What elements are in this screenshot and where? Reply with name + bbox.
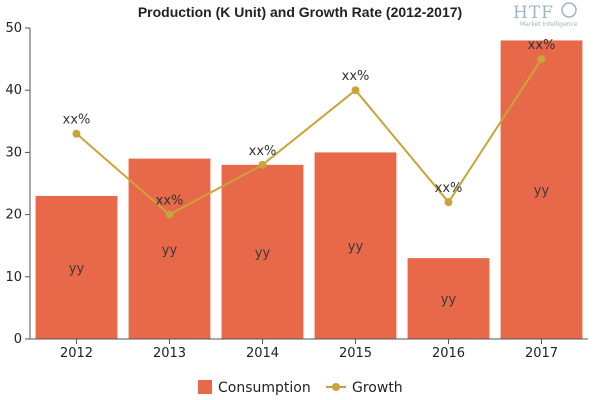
growth-point-2014 bbox=[258, 160, 267, 169]
htf-logo: HTF Market Intelligence bbox=[513, 2, 578, 28]
y-tick-label: 50 bbox=[5, 21, 22, 36]
x-tick-label: 2012 bbox=[60, 346, 93, 361]
growth-label-2015: xx% bbox=[342, 69, 370, 84]
growth-point-2017 bbox=[537, 55, 546, 64]
growth-label-2013: xx% bbox=[156, 194, 184, 209]
growth-label-2014: xx% bbox=[249, 144, 277, 159]
growth-point-2015 bbox=[351, 86, 360, 95]
bar-2014 bbox=[221, 164, 304, 339]
legend-growth-label: Growth bbox=[352, 380, 403, 396]
bar-label-2017: yy bbox=[534, 184, 550, 199]
legend: Consumption Growth bbox=[198, 380, 403, 396]
bar-2017 bbox=[500, 40, 583, 339]
bars: yy yy yy yy yy yy bbox=[35, 40, 583, 339]
growth-point-2016 bbox=[444, 198, 453, 207]
x-axis: 2012 2013 2014 2015 2016 2017 bbox=[30, 338, 588, 361]
growth-label-2017: xx% bbox=[528, 38, 556, 53]
y-tick-label: 10 bbox=[5, 270, 22, 285]
bar-label-2014: yy bbox=[255, 246, 271, 261]
bar-2016 bbox=[407, 258, 490, 339]
logo-subtext: Market Intelligence bbox=[520, 21, 578, 28]
bar-label-2016: yy bbox=[441, 293, 457, 308]
growth-point-2013 bbox=[165, 210, 174, 219]
chart-title: Production (K Unit) and Growth Rate (201… bbox=[138, 4, 462, 20]
x-tick-label: 2013 bbox=[153, 346, 186, 361]
legend-consumption-label: Consumption bbox=[218, 380, 311, 396]
bar-label-2013: yy bbox=[162, 243, 178, 258]
x-tick-label: 2014 bbox=[246, 346, 279, 361]
y-tick-label: 40 bbox=[5, 83, 22, 98]
bar-2015 bbox=[314, 152, 397, 339]
growth-label-2016: xx% bbox=[435, 181, 463, 196]
growth-point-2012 bbox=[72, 129, 81, 138]
growth-label-2012: xx% bbox=[63, 113, 91, 128]
logo-text: HTF bbox=[513, 3, 554, 23]
x-tick-label: 2015 bbox=[339, 346, 372, 361]
bar-label-2012: yy bbox=[69, 261, 85, 276]
growth-line bbox=[75, 58, 543, 216]
x-tick-label: 2017 bbox=[525, 346, 558, 361]
globe-icon bbox=[561, 2, 577, 18]
bar-2012 bbox=[35, 195, 118, 339]
y-tick-label: 20 bbox=[5, 208, 22, 223]
y-tick-label: 30 bbox=[5, 145, 22, 160]
x-tick-label: 2016 bbox=[432, 346, 465, 361]
legend-growth-marker bbox=[332, 383, 340, 391]
bar-2013 bbox=[128, 158, 211, 339]
legend-consumption-swatch bbox=[198, 380, 212, 394]
y-axis: 0 10 20 30 40 50 bbox=[5, 21, 31, 347]
bar-label-2015: yy bbox=[348, 240, 364, 255]
growth-series: xx% xx% xx% xx% xx% xx% bbox=[63, 38, 556, 219]
y-tick-label: 0 bbox=[14, 332, 22, 347]
